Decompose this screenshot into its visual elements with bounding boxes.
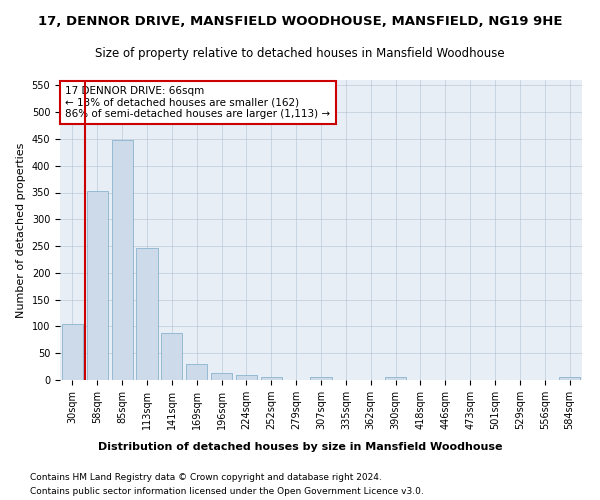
Bar: [62, 324, 83, 380]
Bar: [261, 377, 282, 380]
Bar: [136, 248, 158, 380]
Text: Contains public sector information licensed under the Open Government Licence v3: Contains public sector information licen…: [30, 488, 424, 496]
Bar: [385, 378, 406, 380]
Text: Size of property relative to detached houses in Mansfield Woodhouse: Size of property relative to detached ho…: [95, 48, 505, 60]
Text: Contains HM Land Registry data © Crown copyright and database right 2024.: Contains HM Land Registry data © Crown c…: [30, 472, 382, 482]
Bar: [112, 140, 133, 380]
Bar: [186, 364, 207, 380]
Bar: [161, 333, 182, 380]
Bar: [559, 378, 580, 380]
Bar: [310, 378, 332, 380]
Y-axis label: Number of detached properties: Number of detached properties: [16, 142, 26, 318]
Bar: [236, 374, 257, 380]
Text: 17, DENNOR DRIVE, MANSFIELD WOODHOUSE, MANSFIELD, NG19 9HE: 17, DENNOR DRIVE, MANSFIELD WOODHOUSE, M…: [38, 15, 562, 28]
Text: Distribution of detached houses by size in Mansfield Woodhouse: Distribution of detached houses by size …: [98, 442, 502, 452]
Bar: [211, 372, 232, 380]
Bar: [87, 191, 108, 380]
Text: 17 DENNOR DRIVE: 66sqm
← 13% of detached houses are smaller (162)
86% of semi-de: 17 DENNOR DRIVE: 66sqm ← 13% of detached…: [65, 86, 331, 119]
